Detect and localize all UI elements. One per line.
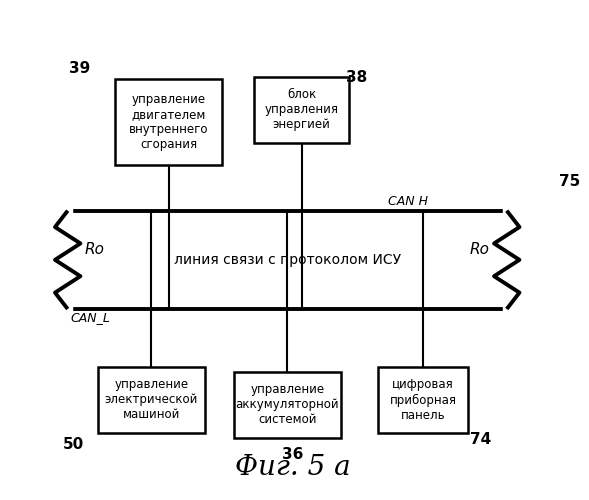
Text: управление
аккумуляторной
системой: управление аккумуляторной системой	[236, 384, 339, 426]
Bar	[98, 367, 205, 433]
Bar	[115, 79, 222, 165]
Text: 50: 50	[63, 436, 84, 452]
Text: линия связи с протоколом ИСУ: линия связи с протоколом ИСУ	[174, 253, 401, 267]
Text: Фиг. 5 а: Фиг. 5 а	[235, 454, 351, 481]
Bar	[234, 372, 340, 438]
Text: Ro: Ro	[85, 242, 105, 258]
Text: 74: 74	[470, 432, 491, 447]
Text: CAN_L: CAN_L	[71, 312, 111, 324]
Text: блок
управления
энергией: блок управления энергией	[264, 88, 339, 132]
Text: 36: 36	[282, 446, 304, 462]
Text: 38: 38	[346, 70, 367, 86]
Text: управление
электрической
машиной: управление электрической машиной	[105, 378, 198, 422]
Text: цифровая
приборная
панель: цифровая приборная панель	[389, 378, 456, 422]
Bar	[378, 367, 468, 433]
Bar	[254, 76, 349, 143]
Text: 39: 39	[69, 60, 90, 76]
Text: управление
двигателем
внутреннего
сгорания: управление двигателем внутреннего сгоран…	[129, 93, 209, 151]
Text: 75: 75	[559, 174, 580, 188]
Text: CAN H: CAN H	[388, 195, 428, 208]
Text: Ro: Ro	[469, 242, 489, 258]
